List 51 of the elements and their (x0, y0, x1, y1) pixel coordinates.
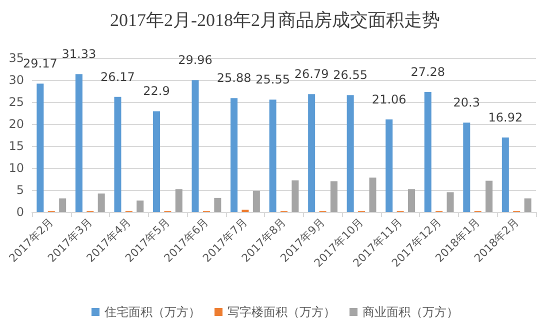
bar (292, 180, 299, 212)
y-tick-label: 20 (8, 117, 24, 131)
bar (502, 138, 509, 212)
data-label: 21.06 (372, 92, 406, 106)
bar (524, 198, 532, 212)
data-label: 29.96 (178, 53, 212, 68)
bar (59, 198, 66, 212)
bar (408, 189, 416, 212)
legend-label: 住宅面积（万方） (104, 305, 200, 319)
bar (252, 190, 260, 212)
bar (369, 178, 376, 212)
data-label: 26.79 (294, 67, 329, 82)
bar (75, 74, 82, 212)
bar (136, 200, 144, 212)
y-tick-label: 5 (16, 183, 24, 197)
data-label: 22.9 (143, 84, 170, 98)
bar (446, 192, 454, 212)
y-tick-label: 10 (8, 161, 24, 175)
data-label: 16.92 (488, 110, 523, 125)
data-label: 26.55 (333, 68, 368, 82)
bar (386, 119, 393, 212)
y-tick-label: 25 (8, 95, 24, 109)
data-label: 27.28 (410, 64, 446, 79)
y-tick-label: 35 (8, 51, 24, 65)
y-tick-label: 0 (16, 205, 24, 219)
bar (346, 95, 354, 212)
bar (114, 96, 122, 212)
bar (486, 180, 493, 212)
bar (98, 194, 105, 212)
bar (308, 94, 316, 212)
data-label: 29.17 (23, 56, 58, 71)
data-label: 25.55 (256, 72, 290, 87)
y-tick-label: 30 (8, 73, 24, 87)
chart-title: 2017年2月-2018年2月商品房成交面积走势 (110, 10, 440, 30)
bar (175, 189, 182, 212)
data-label: 26.17 (100, 70, 135, 84)
bar (36, 84, 44, 212)
legend-label: 写字楼面积（万方） (228, 305, 336, 319)
bar (424, 92, 432, 212)
data-label: 31.33 (62, 47, 96, 62)
bar (214, 198, 222, 212)
y-tick-label: 15 (8, 139, 24, 153)
data-label: 25.88 (216, 71, 252, 86)
bar (230, 98, 238, 212)
bar (463, 122, 470, 212)
bar (152, 111, 160, 212)
bar (330, 181, 338, 212)
bar (269, 100, 276, 212)
bar (192, 80, 199, 212)
legend-label: 商业面积（万方） (362, 305, 458, 319)
data-label: 20.3 (453, 96, 480, 110)
